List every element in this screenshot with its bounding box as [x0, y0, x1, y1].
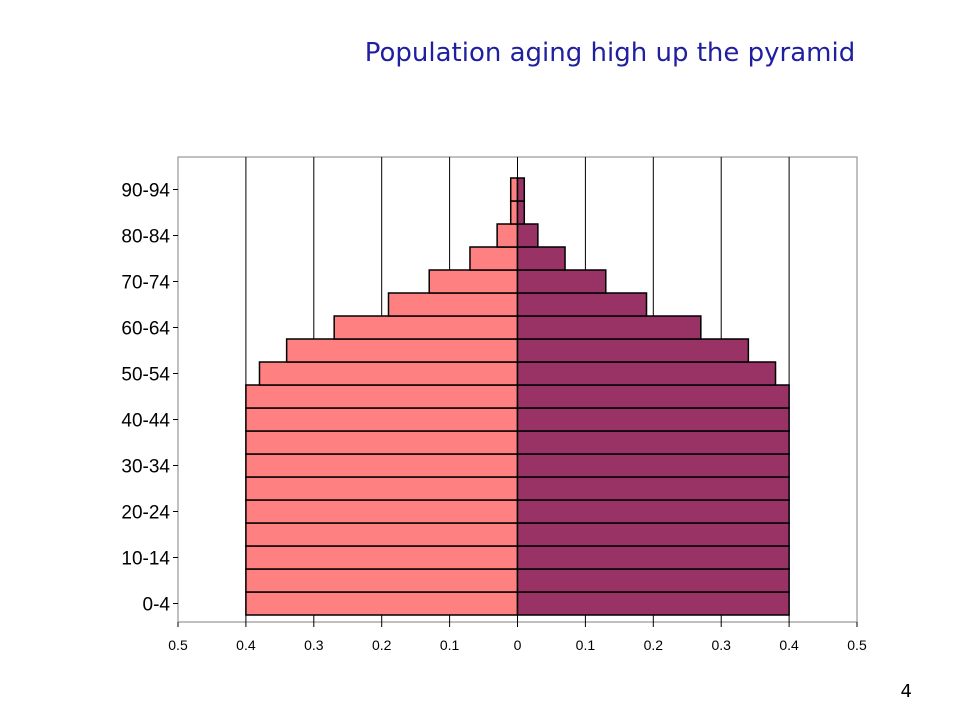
- y-tick-labels: 0-4 10-14 20-24 30-34 40-44 50-54 60-64 70-74 80…: [121, 181, 178, 616]
- y-tick-label: 20-24: [121, 503, 170, 524]
- y-tick-label: 30-34: [121, 457, 170, 478]
- bar-left-55-59: [285, 338, 519, 363]
- bar-right-25-29: [516, 476, 790, 501]
- x-tick-label: 0.5: [168, 637, 188, 653]
- bar-right-35-39: [516, 430, 790, 455]
- bar-right-70-74: [516, 269, 607, 294]
- bar-left-0-4: [245, 591, 519, 616]
- bars: [245, 177, 790, 616]
- bar-right-5-9: [516, 568, 790, 593]
- x-tick-label: 0.5: [847, 637, 867, 653]
- bar-right-55-59: [516, 338, 750, 363]
- bar-left-20-24: [245, 499, 519, 524]
- bar-right-10-14: [516, 545, 790, 570]
- bar-left-50-54: [258, 361, 519, 386]
- x-tick-labels: 0.5 0.4 0.3 0.2 0.1 0 0.1 0.2 0.3 0.4 0.5: [168, 622, 867, 653]
- slide-title: Population aging high up the pyramid: [364, 38, 856, 68]
- bar-right-0-4: [516, 591, 790, 616]
- x-tick-label: 0.4: [779, 637, 799, 653]
- bar-right-90-94: [516, 177, 526, 202]
- bar-right-75-79: [516, 246, 566, 271]
- y-tick-label: 90-94: [121, 181, 170, 202]
- bar-left-75-79: [469, 246, 519, 271]
- bar-left-65-69: [387, 292, 519, 317]
- y-tick-label: 0-4: [143, 595, 171, 616]
- bar-right-65-69: [516, 292, 648, 317]
- x-tick-label: 0.2: [644, 637, 664, 653]
- bar-left-5-9: [245, 568, 519, 593]
- y-tick-label: 50-54: [121, 365, 170, 386]
- bar-right-80-84: [516, 223, 539, 248]
- x-tick-label: 0: [514, 637, 522, 653]
- x-tick-label: 0.2: [372, 637, 392, 653]
- bar-left-80-84: [496, 223, 519, 248]
- y-tick-label: 40-44: [121, 411, 170, 432]
- y-tick-label: 60-64: [121, 319, 170, 340]
- bar-left-25-29: [245, 476, 519, 501]
- bar-right-50-54: [516, 361, 777, 386]
- bar-right-40-44: [516, 407, 790, 432]
- bar-right-30-34: [516, 453, 790, 478]
- bar-right-85-89: [516, 200, 526, 225]
- bar-left-15-19: [245, 522, 519, 547]
- bar-left-35-39: [245, 430, 519, 455]
- bar-left-85-89: [509, 200, 519, 225]
- bar-left-90-94: [509, 177, 519, 202]
- bar-left-40-44: [245, 407, 519, 432]
- y-tick-label: 10-14: [121, 549, 170, 570]
- bar-left-70-74: [428, 269, 519, 294]
- bar-left-60-64: [333, 315, 519, 340]
- bar-right-20-24: [516, 499, 790, 524]
- bar-left-45-49: [245, 384, 519, 409]
- x-tick-label: 0.3: [711, 637, 731, 653]
- page-number: 4: [900, 681, 912, 702]
- bar-left-10-14: [245, 545, 519, 570]
- bar-right-45-49: [516, 384, 790, 409]
- y-tick-label: 70-74: [121, 273, 170, 294]
- bar-right-15-19: [516, 522, 790, 547]
- x-tick-label: 0.4: [236, 637, 256, 653]
- y-tick-label: 80-84: [121, 227, 170, 248]
- x-tick-label: 0.3: [304, 637, 324, 653]
- x-tick-label: 0.1: [440, 637, 460, 653]
- x-tick-label: 0.1: [576, 637, 596, 653]
- bar-right-60-64: [516, 315, 702, 340]
- bar-left-30-34: [245, 453, 519, 478]
